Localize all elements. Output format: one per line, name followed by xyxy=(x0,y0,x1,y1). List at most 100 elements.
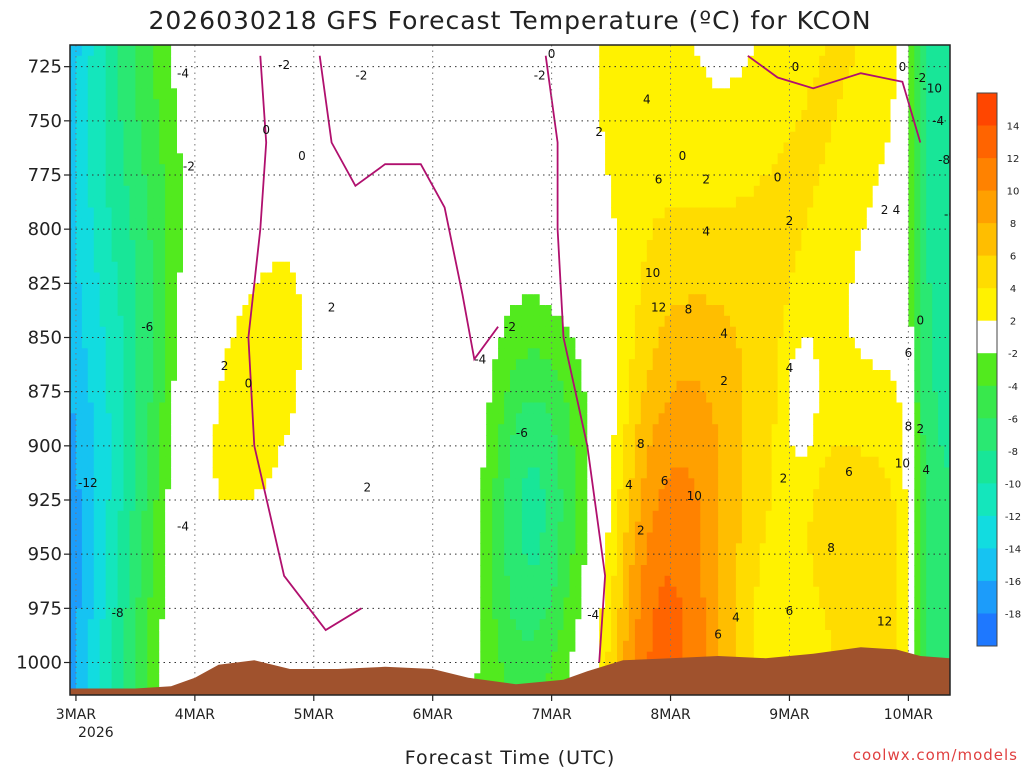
temperature-cell xyxy=(355,45,362,57)
temperature-cell xyxy=(515,196,523,209)
temperature-cell xyxy=(200,99,208,111)
temperature-cell xyxy=(295,240,303,252)
temperature-cell xyxy=(349,218,356,230)
temperature-cell xyxy=(450,261,457,274)
temperature-cell xyxy=(290,315,297,328)
temperature-cell xyxy=(301,348,309,360)
temperature-cell xyxy=(504,662,511,674)
temperature-cell xyxy=(301,88,309,100)
temperature-cell xyxy=(236,326,243,339)
temperature-cell xyxy=(153,272,160,284)
temperature-cell xyxy=(444,272,452,284)
temperature-cell xyxy=(165,435,172,447)
temperature-cell xyxy=(331,66,339,79)
temperature-cell xyxy=(236,55,243,68)
temperature-cell xyxy=(450,153,457,165)
temperature-cell xyxy=(284,55,291,68)
temperature-cell xyxy=(236,554,243,566)
temperature-cell xyxy=(337,435,345,447)
temperature-cell xyxy=(349,662,356,674)
temperature-cell xyxy=(349,554,356,566)
temperature-cell xyxy=(367,478,374,490)
temperature-cell xyxy=(450,120,457,133)
temperature-cell xyxy=(349,120,356,133)
temperature-cell xyxy=(432,456,440,469)
temperature-cell xyxy=(200,662,208,674)
temperature-cell xyxy=(551,315,559,328)
temperature-cell xyxy=(105,185,113,198)
temperature-cell xyxy=(218,413,226,425)
temperature-cell xyxy=(539,131,547,144)
temperature-cell xyxy=(135,359,142,371)
temperature-cell xyxy=(426,229,434,241)
temperature-cell xyxy=(403,554,410,566)
temperature-cell xyxy=(224,651,232,664)
temperature-cell xyxy=(183,456,190,469)
temperature-cell xyxy=(319,445,327,458)
temperature-cell xyxy=(135,478,142,490)
temperature-cell xyxy=(307,597,315,609)
temperature-cell xyxy=(165,196,172,209)
temperature-cell xyxy=(486,196,493,209)
temperature-cell xyxy=(498,489,505,501)
temperature-cell xyxy=(403,164,410,176)
temperature-cell xyxy=(551,142,559,154)
temperature-cell xyxy=(153,651,160,664)
temperature-cell xyxy=(295,597,303,609)
temperature-cell xyxy=(87,586,95,599)
temperature-cell xyxy=(557,673,565,685)
temperature-cell xyxy=(432,261,440,274)
temperature-cell xyxy=(403,272,410,284)
temperature-cell xyxy=(111,99,119,111)
temperature-cell xyxy=(242,153,249,165)
temperature-cell xyxy=(420,250,428,263)
temperature-cell xyxy=(426,77,434,89)
temperature-cell xyxy=(432,142,440,154)
temperature-cell xyxy=(331,164,339,176)
temperature-cell xyxy=(135,532,142,544)
temperature-cell xyxy=(521,445,529,458)
temperature-cell xyxy=(391,456,398,469)
temperature-cell xyxy=(510,250,517,263)
temperature-cell xyxy=(367,337,374,349)
temperature-cell xyxy=(206,120,214,133)
temperature-cell xyxy=(278,370,285,382)
temperature-cell xyxy=(450,575,457,588)
temperature-cell xyxy=(533,142,541,154)
temperature-cell xyxy=(206,45,214,57)
temperature-cell xyxy=(456,586,463,599)
temperature-cell xyxy=(319,240,327,252)
temperature-cell xyxy=(224,294,232,306)
temperature-cell xyxy=(325,45,333,57)
temperature-cell xyxy=(278,250,285,263)
temperature-cell xyxy=(521,207,529,219)
temperature-cell xyxy=(438,543,446,555)
temperature-cell xyxy=(307,294,315,306)
temperature-cell xyxy=(290,261,297,274)
temperature-cell xyxy=(99,359,107,371)
temperature-cell xyxy=(456,218,463,230)
temperature-cell xyxy=(111,229,119,241)
temperature-cell xyxy=(313,175,321,187)
temperature-cell xyxy=(129,294,136,306)
temperature-cell xyxy=(539,597,547,609)
temperature-cell xyxy=(147,88,154,100)
temperature-cell xyxy=(75,619,83,631)
temperature-cell xyxy=(521,175,529,187)
temperature-cell xyxy=(539,99,547,111)
temperature-cell xyxy=(171,413,178,425)
temperature-cell xyxy=(248,630,255,642)
temperature-cell xyxy=(498,435,505,447)
temperature-cell xyxy=(147,532,154,544)
temperature-cell xyxy=(361,218,368,230)
temperature-cell xyxy=(414,142,422,154)
temperature-cell xyxy=(349,326,356,339)
temperature-cell xyxy=(355,142,362,154)
temperature-cell xyxy=(87,196,95,209)
temperature-cell xyxy=(539,283,547,295)
temperature-cell xyxy=(171,500,178,512)
temperature-cell xyxy=(551,99,559,111)
temperature-cell xyxy=(504,673,511,685)
temperature-cell xyxy=(313,305,321,317)
temperature-cell xyxy=(218,77,226,89)
